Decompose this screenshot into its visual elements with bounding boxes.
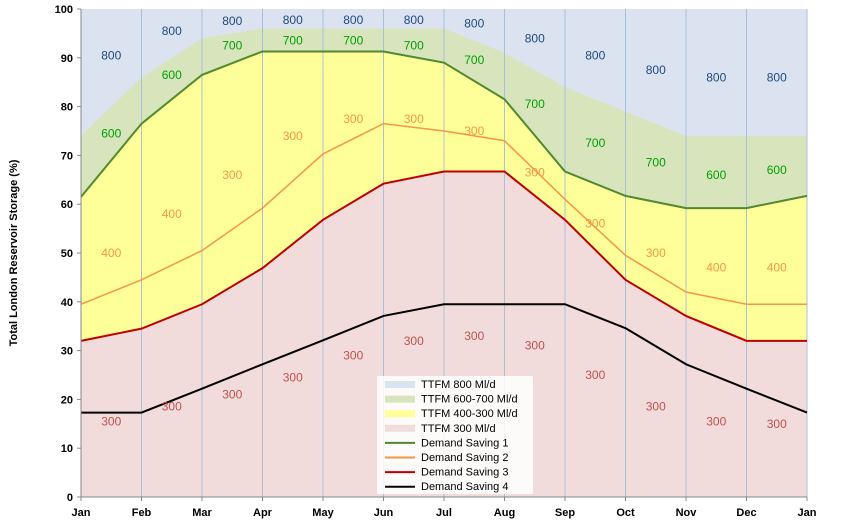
legend-label-series-4: Demand Saving 4 (421, 481, 508, 493)
zone-value-label: 600 (101, 126, 121, 140)
zone-value-label: 300 (283, 129, 303, 143)
zone-value-label: 300 (343, 348, 363, 362)
series-line-3 (80, 170, 807, 342)
zone-value-label: 700 (525, 97, 545, 111)
demand-saving-lines (80, 50, 808, 414)
x-tick-label: Jan (72, 507, 91, 519)
zone-value-label: 600 (706, 168, 726, 182)
zone-value-label: 700 (404, 39, 424, 53)
x-tick-label: Jun (374, 507, 394, 519)
y-tick-label: 30 (61, 346, 73, 358)
x-tick-label: Sep (555, 507, 575, 519)
legend-swatch-zone-2 (385, 395, 415, 403)
zone-value-label: 300 (646, 246, 666, 260)
y-tick-label: 80 (61, 102, 73, 114)
y-tick-label: 0 (67, 492, 73, 504)
x-tick-label: Jan (798, 507, 817, 519)
legend: TTFM 800 Ml/d TTFM 600-700 Ml/d TTFM 400-3… (377, 376, 533, 494)
zone-value-label: 300 (585, 217, 605, 231)
zone-value-label: 800 (585, 48, 605, 62)
zone-value-labels: 800 800 800 800 800 800 800 800 800 800 800 800 600 6… (101, 13, 787, 431)
series-line-4 (81, 303, 808, 414)
zone-value-label: 800 (767, 70, 787, 84)
zone-value-label: 800 (525, 31, 545, 45)
legend-label-zone-1: TTFM 800 Ml/d (421, 379, 496, 391)
zone-value-label: 700 (222, 39, 242, 53)
legend-label-series-2: Demand Saving 2 (421, 452, 508, 464)
zone-value-label: 800 (101, 48, 121, 62)
zone-value-label: 300 (162, 400, 182, 414)
zone-value-label: 800 (222, 14, 242, 28)
axes: 0 10 20 30 40 50 60 70 80 90 100 Jan Feb Mar Apr May Jun… (55, 4, 817, 519)
zone-value-label: 300 (464, 124, 484, 138)
zone-value-label: 400 (101, 246, 121, 260)
legend-label-zone-2: TTFM 600-700 Ml/d (421, 394, 518, 406)
x-tick-label: Aug (494, 507, 515, 519)
zone-value-label: 300 (222, 388, 242, 402)
x-tick-label: Mar (192, 507, 212, 519)
zone-value-label: 300 (222, 168, 242, 182)
y-tick-label: 10 (61, 443, 73, 455)
x-tick-label: Dec (736, 507, 756, 519)
zone-value-label: 300 (706, 414, 726, 428)
zone-value-label: 300 (525, 339, 545, 353)
zone-value-label: 700 (283, 34, 303, 48)
y-tick-label: 40 (61, 297, 73, 309)
zone-value-label: 700 (464, 53, 484, 67)
legend-label-series-1: Demand Saving 1 (421, 437, 508, 449)
y-axis-label: Total London Reservoir Storage (%) (8, 159, 20, 346)
zone-value-label: 300 (404, 334, 424, 348)
zone-value-label: 800 (404, 13, 424, 27)
zone-value-label: 800 (162, 24, 182, 38)
zone-value-label: 400 (767, 261, 787, 275)
y-tick-label: 20 (61, 394, 73, 406)
zone-value-label: 300 (646, 400, 666, 414)
zone-value-label: 300 (101, 414, 121, 428)
series-line-2 (80, 122, 807, 305)
y-tick-label: 70 (61, 150, 73, 162)
x-tick-label: Nov (676, 507, 698, 519)
zone-value-label: 800 (343, 13, 363, 27)
zone-value-label: 800 (283, 13, 303, 27)
legend-label-zone-3: TTFM 400-300 Ml/d (421, 408, 518, 420)
zone-value-label: 400 (706, 261, 726, 275)
x-tick-label: Oct (616, 507, 635, 519)
legend-label-zone-4: TTFM 300 Ml/d (421, 423, 496, 435)
zone-value-label: 300 (525, 165, 545, 179)
zone-value-label: 700 (585, 136, 605, 150)
zone-value-label: 300 (464, 329, 484, 343)
legend-swatch-zone-3 (385, 410, 415, 418)
legend-label-series-3: Demand Saving 3 (421, 467, 508, 479)
y-tick-label: 60 (61, 199, 73, 211)
x-tick-label: May (312, 507, 334, 519)
zone-value-label: 700 (343, 34, 363, 48)
zone-value-label: 300 (283, 370, 303, 384)
zone-value-label: 300 (343, 112, 363, 126)
series-line-1 (80, 50, 808, 210)
zone-value-label: 700 (646, 156, 666, 170)
zone-value-label: 400 (162, 207, 182, 221)
y-tick-label: 50 (61, 248, 73, 260)
zone-value-label: 800 (706, 70, 726, 84)
zone-value-label: 800 (464, 17, 484, 31)
legend-swatch-zone-1 (385, 381, 415, 388)
y-tick-label: 100 (55, 4, 73, 16)
x-tick-label: Feb (132, 507, 152, 519)
legend-swatch-zone-4 (385, 424, 415, 432)
x-tick-label: Jul (436, 507, 452, 519)
zone-value-label: 600 (767, 163, 787, 177)
x-tick-label: Apr (253, 507, 273, 519)
zone-value-label: 800 (646, 63, 666, 77)
zone-value-label: 300 (585, 368, 605, 382)
zone-value-label: 600 (162, 68, 182, 82)
zone-value-label: 300 (404, 112, 424, 126)
y-tick-label: 90 (61, 53, 73, 65)
zone-value-label: 300 (767, 417, 787, 431)
